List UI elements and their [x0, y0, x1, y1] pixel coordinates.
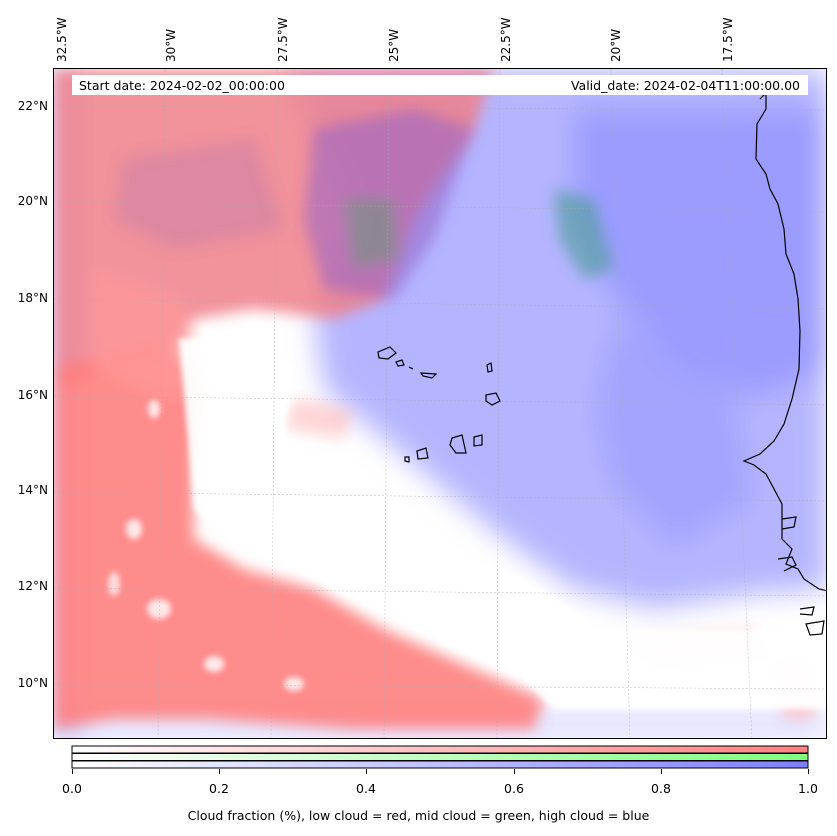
cloud-fraction-map — [54, 69, 826, 738]
colorbar-low-cloud — [71, 745, 809, 754]
lat-label-20n: 20°N — [17, 194, 48, 208]
lon-label-22-5w: 22.5°W — [499, 17, 513, 62]
island-fogo — [416, 447, 429, 460]
cb-tick-label-4: 0.8 — [651, 781, 671, 796]
island-santo-antao — [377, 346, 397, 360]
valid-date-label: Valid_date: 2024-02-04T11:00:00.00 — [570, 78, 800, 93]
cb-tickmark-5 — [808, 769, 809, 774]
colorbar-mid-cloud — [71, 753, 809, 761]
lon-label-25w: 25°W — [387, 28, 401, 62]
colorbar-high-cloud — [71, 760, 809, 769]
lon-label-20w: 20°W — [609, 28, 623, 62]
cb-tick-label-3: 0.6 — [504, 781, 524, 796]
colorbar-label: Cloud fraction (%), low cloud = red, mid… — [187, 808, 650, 823]
clear-sky-patches — [108, 334, 826, 709]
lon-label-17-5w: 17.5°W — [721, 17, 735, 62]
lon-label-27-5w: 27.5°W — [276, 17, 290, 62]
cb-tick-label-0: 0.0 — [62, 781, 82, 796]
island-sao-vicente — [395, 359, 405, 367]
cb-tick-label-5: 1.0 — [798, 781, 818, 796]
date-header-box — [72, 75, 808, 95]
island-sal — [486, 362, 493, 373]
start-date-label: Start date: 2024-02-02_00:00:00 — [79, 78, 285, 93]
cb-tickmark-2 — [366, 769, 367, 774]
lon-label-32-5w: 32.5°W — [55, 17, 69, 62]
graticule — [54, 69, 826, 738]
lat-label-18n: 18°N — [17, 291, 48, 305]
lon-label-30w: 30°W — [164, 28, 178, 62]
cb-tickmark-1 — [219, 769, 220, 774]
cb-tickmark-4 — [661, 769, 662, 774]
island-santiago — [449, 434, 467, 454]
cb-tickmark-3 — [514, 769, 515, 774]
lat-label-12n: 12°N — [17, 579, 48, 593]
island-brava — [404, 456, 410, 463]
mid-cloud-layer — [114, 109, 614, 299]
lat-label-16n: 16°N — [17, 388, 48, 402]
islands — [377, 346, 501, 463]
lat-label-14n: 14°N — [17, 483, 48, 497]
cb-tick-label-2: 0.4 — [356, 781, 376, 796]
lat-label-10n: 10°N — [17, 676, 48, 690]
island-maio — [473, 434, 483, 447]
cb-tickmark-0 — [72, 769, 73, 774]
map-panel — [53, 68, 827, 739]
coastline — [742, 91, 826, 636]
island-boa-vista — [485, 392, 501, 406]
lat-label-22n: 22°N — [17, 99, 48, 113]
island-sao-nicolau — [419, 372, 438, 379]
island-santa-luzia — [408, 366, 414, 370]
colorbar — [71, 745, 809, 769]
cb-tick-label-1: 0.2 — [209, 781, 229, 796]
